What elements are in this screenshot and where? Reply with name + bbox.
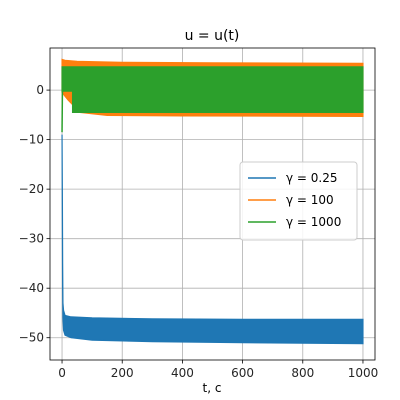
y-tick-label: −10 — [19, 133, 44, 147]
legend: γ = 0.25 γ = 100 γ = 1000 — [239, 161, 358, 241]
legend-label: γ = 0.25 — [286, 171, 338, 185]
legend-label: γ = 100 — [286, 193, 334, 207]
y-tick-label: −40 — [19, 281, 44, 295]
axes-frame — [49, 47, 376, 361]
x-tick-label: 400 — [171, 366, 194, 380]
y-tick-label: −30 — [19, 232, 44, 246]
series-1 — [61, 134, 364, 345]
plot-area — [61, 58, 364, 345]
x-tick-label: 1000 — [348, 366, 379, 380]
series-band — [61, 134, 364, 345]
y-tick-label: −20 — [19, 182, 44, 196]
legend-label: γ = 1000 — [286, 215, 341, 229]
x-tick-label: 800 — [291, 366, 314, 380]
legend-box — [239, 161, 358, 241]
x-tick-label: 0 — [58, 366, 66, 380]
axis-ticks: 0 200 400 600 800 1000 0 −10 −20 −30 −40 −50 — [19, 83, 379, 380]
series-spike — [61, 66, 64, 133]
y-tick-label: −50 — [19, 331, 44, 345]
x-tick-label: 200 — [111, 366, 134, 380]
x-axis-label: t, c — [203, 381, 222, 395]
y-tick-label: 0 — [36, 83, 44, 97]
series-3 — [61, 66, 364, 133]
x-tick-label: 600 — [231, 366, 254, 380]
chart-title: u = u(t) — [185, 28, 240, 44]
series-band — [61, 66, 364, 113]
